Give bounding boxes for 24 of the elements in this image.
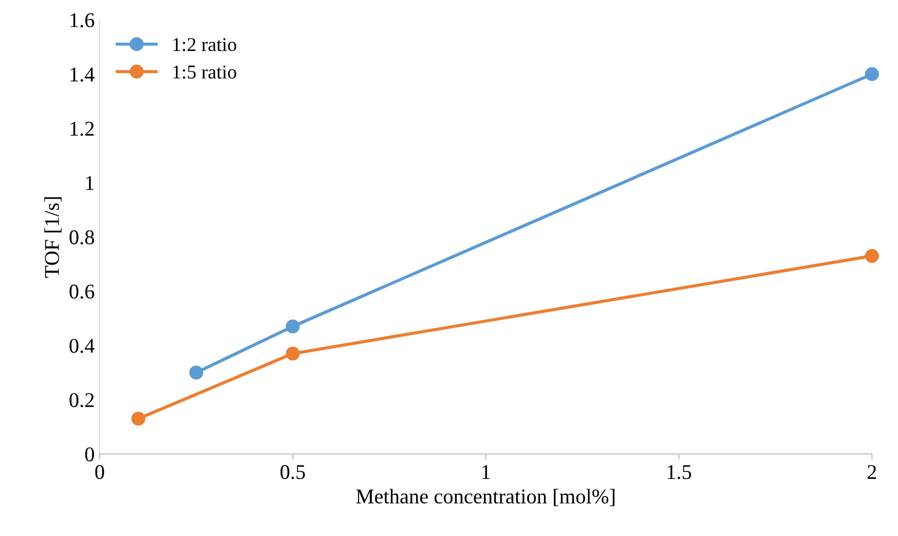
y-tick-label: 0.6 bbox=[70, 284, 94, 299]
point bbox=[286, 320, 300, 334]
x-tick-label: 1 bbox=[482, 465, 490, 479]
y-axis-title: TOF [1/s] bbox=[44, 197, 62, 278]
y-tick-label: 0.8 bbox=[70, 230, 94, 244]
point bbox=[286, 346, 300, 361]
point bbox=[131, 412, 146, 426]
point bbox=[865, 67, 879, 82]
y-tick-label: 1.6 bbox=[70, 13, 94, 28]
point bbox=[189, 366, 204, 380]
y-tick-label: 1.4 bbox=[70, 68, 94, 82]
y-tick-label: 0.2 bbox=[70, 393, 94, 408]
y-tick-label: 0 bbox=[85, 447, 94, 462]
x-axis-title: Methane concentration [mol%] bbox=[356, 488, 614, 506]
x-tick-label: 0.5 bbox=[280, 465, 305, 480]
x-tick-label: 0 bbox=[95, 465, 104, 480]
x-tick-label: 2 bbox=[868, 465, 876, 479]
legend-label: 1:5 ratio bbox=[173, 66, 236, 79]
y-tick-label: 1 bbox=[86, 176, 94, 190]
y-tick-label: 0.4 bbox=[70, 338, 94, 353]
x-tick-label: 1.5 bbox=[668, 465, 692, 480]
legend-label: 1:2 ratio bbox=[173, 38, 236, 52]
point bbox=[865, 248, 879, 263]
y-tick-label: 1.2 bbox=[70, 122, 94, 136]
